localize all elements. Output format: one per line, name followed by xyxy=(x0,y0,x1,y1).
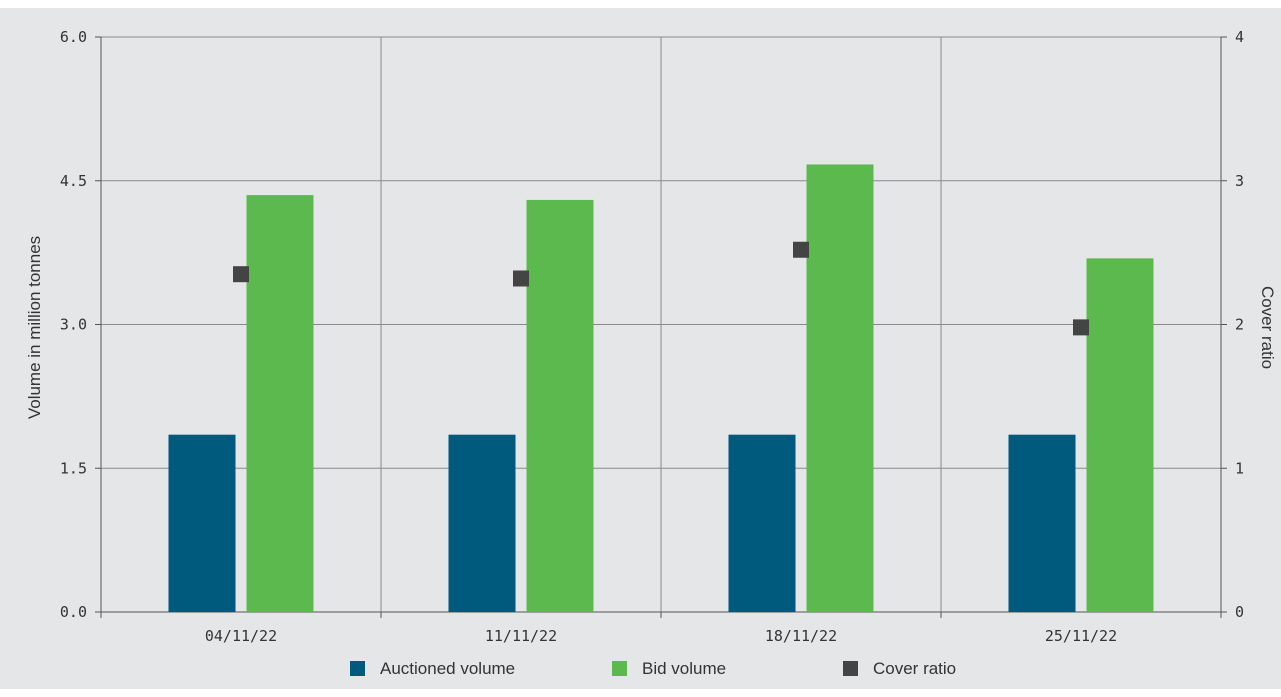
cover-ratio-marker xyxy=(793,241,809,258)
legend-bid-volume-label: Bid volume xyxy=(642,659,726,678)
x-tick-label: 25/11/22 xyxy=(1045,627,1117,645)
legend-auctioned-volume-label: Auctioned volume xyxy=(380,659,515,678)
y2-tick-label: 4 xyxy=(1235,28,1244,46)
bar-chart: 0.0 1.5 3.0 4.5 6.0 0 1 2 3 4 04/11/22 11/11/22 18/1… xyxy=(25,28,1277,678)
legend-auctioned-volume-swatch xyxy=(350,661,365,676)
y-axis-title: Volume in million tonnes xyxy=(25,236,44,419)
bid-volume-bar xyxy=(806,164,874,613)
y2-tick-label: 2 xyxy=(1235,316,1244,334)
x-tick-label: 18/11/22 xyxy=(765,627,837,645)
y-tick-label: 0.0 xyxy=(60,603,87,621)
y2-tick-label: 0 xyxy=(1235,603,1244,621)
bid-volume-bar xyxy=(246,195,314,612)
cover-ratio-marker xyxy=(233,266,249,283)
bid-volume-bar xyxy=(526,199,594,612)
legend-bid-volume-swatch xyxy=(612,661,627,676)
legend-cover-ratio-label: Cover ratio xyxy=(873,659,956,678)
y2-axis-title: Cover ratio xyxy=(1258,286,1277,369)
bid-volume-bar xyxy=(1086,258,1154,612)
y-tick-label: 3.0 xyxy=(60,316,87,334)
y-tick-label: 6.0 xyxy=(60,28,87,46)
y-tick-label: 4.5 xyxy=(60,172,87,190)
auctioned-volume-bar xyxy=(448,434,516,612)
y2-tick-label: 1 xyxy=(1235,459,1244,477)
chart-panel: 0.0 1.5 3.0 4.5 6.0 0 1 2 3 4 04/11/22 11/11/22 18/1… xyxy=(0,8,1281,689)
auctioned-volume-bar xyxy=(168,434,236,612)
legend-cover-ratio-swatch xyxy=(843,661,858,676)
y2-tick-label: 3 xyxy=(1235,172,1244,190)
cover-ratio-marker xyxy=(1073,319,1089,336)
auctioned-volume-bar xyxy=(1008,434,1076,612)
x-tick-label: 11/11/22 xyxy=(485,627,557,645)
y-tick-label: 1.5 xyxy=(60,459,87,477)
x-tick-label: 04/11/22 xyxy=(205,627,277,645)
auctioned-volume-bar xyxy=(728,434,796,612)
cover-ratio-marker xyxy=(513,270,529,287)
